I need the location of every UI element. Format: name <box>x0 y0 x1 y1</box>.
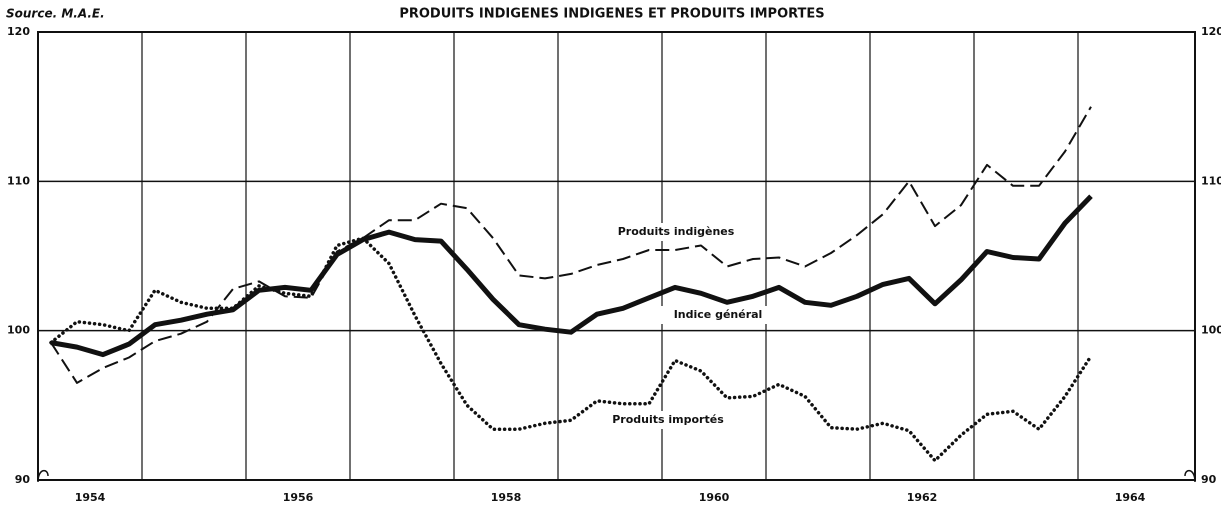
x-tick-label: 1954 <box>75 491 106 504</box>
x-tick-label: 1958 <box>491 491 522 504</box>
label-bg <box>656 306 780 324</box>
x-tick-label: 1960 <box>699 491 730 504</box>
data-line <box>50 106 1092 384</box>
series-label: Produits importés <box>612 413 724 426</box>
x-tick-label: 1956 <box>283 491 314 504</box>
data-line <box>49 236 1093 463</box>
y-tick-label: 100 <box>7 324 30 337</box>
series-label: Produits indigènes <box>618 225 735 238</box>
x-tick-label: 1964 <box>1115 491 1146 504</box>
y2-tick-label: 110 <box>1201 174 1221 187</box>
y-tick-label: 90 <box>15 473 31 486</box>
y2-tick-label: 90 <box>1201 473 1217 486</box>
y-tick-label: 110 <box>7 174 30 187</box>
label-bg <box>614 223 738 241</box>
y-tick-label: 120 <box>7 25 30 38</box>
y2-tick-label: 100 <box>1201 324 1221 337</box>
label-bg <box>606 411 730 429</box>
series-label: Indice général <box>674 308 763 321</box>
chart-title: PRODUITS INDIGENES INDIGENES ET PRODUITS… <box>399 7 824 22</box>
y2-tick-label: 120 <box>1201 25 1221 38</box>
source: Source. M.A.E. <box>6 7 105 21</box>
x-tick-label: 1962 <box>907 491 938 504</box>
data-line <box>50 194 1093 358</box>
axis-break <box>37 469 1196 483</box>
